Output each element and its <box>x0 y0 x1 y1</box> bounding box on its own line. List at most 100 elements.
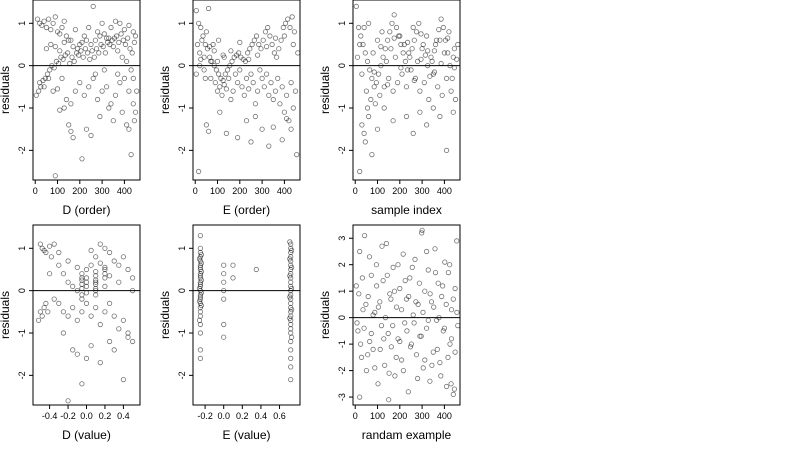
data-point <box>271 50 277 56</box>
data-point <box>68 128 74 134</box>
data-point <box>436 314 442 321</box>
data-point <box>419 46 425 52</box>
data-point <box>100 43 106 50</box>
data-point <box>50 20 56 26</box>
data-point <box>447 341 453 347</box>
plot-frame <box>352 224 461 406</box>
data-point <box>423 248 430 255</box>
data-point <box>92 71 99 77</box>
data-point <box>427 378 433 384</box>
data-point <box>363 301 369 307</box>
data-point <box>208 75 214 82</box>
data-point <box>127 46 133 52</box>
data-point <box>419 230 425 236</box>
y-tick-label: 0 <box>337 63 347 68</box>
data-point <box>418 333 424 339</box>
data-point <box>197 50 203 56</box>
data-point <box>368 330 374 337</box>
data-point <box>198 277 204 283</box>
data-point <box>132 33 139 39</box>
data-point <box>257 67 263 73</box>
data-point <box>281 109 287 115</box>
data-point <box>223 130 229 136</box>
data-point <box>79 296 85 302</box>
data-point <box>75 46 81 52</box>
data-point <box>50 88 56 94</box>
data-point <box>288 338 294 345</box>
data-point <box>372 309 378 315</box>
data-point <box>429 58 435 65</box>
data-point <box>104 35 110 41</box>
data-point <box>197 330 203 336</box>
data-point <box>375 71 382 77</box>
data-point <box>125 330 131 336</box>
data-point <box>455 322 461 329</box>
x-tick-label: 0 <box>353 411 358 421</box>
data-point <box>381 105 387 111</box>
data-point <box>445 35 451 41</box>
data-point <box>116 326 122 332</box>
data-point <box>406 293 412 300</box>
data-point <box>425 267 431 273</box>
data-point <box>126 22 132 28</box>
data-point <box>390 264 396 270</box>
data-point <box>52 14 58 20</box>
data-point <box>198 290 204 296</box>
data-point <box>57 107 63 113</box>
data-point <box>437 37 443 43</box>
data-point <box>430 349 436 355</box>
data-point <box>74 264 80 270</box>
data-point <box>61 39 67 46</box>
data-point <box>373 262 379 268</box>
data-point <box>110 118 116 124</box>
data-point <box>203 122 209 128</box>
data-point <box>116 39 122 46</box>
x-tick-label: 100 <box>370 186 385 196</box>
data-point <box>390 88 396 94</box>
data-point <box>236 50 242 56</box>
data-point <box>196 168 202 175</box>
y-tick-label: 0 <box>177 288 187 293</box>
x-tick-label: 200 <box>232 186 247 196</box>
data-point <box>398 307 405 313</box>
data-point <box>83 37 90 43</box>
data-point <box>101 67 107 73</box>
data-point <box>52 173 58 179</box>
x-tick-label: 400 <box>437 186 452 196</box>
data-point <box>97 359 103 366</box>
data-point <box>43 249 49 256</box>
data-point <box>111 258 117 264</box>
data-point <box>37 241 44 247</box>
data-point <box>414 375 421 382</box>
data-point <box>407 54 413 60</box>
data-point <box>93 285 99 292</box>
data-point <box>48 254 55 260</box>
data-point <box>370 50 376 56</box>
data-point <box>115 48 121 54</box>
data-point <box>394 80 401 86</box>
data-point <box>80 54 86 60</box>
data-point <box>97 260 103 266</box>
data-point <box>282 20 289 26</box>
y-tick-label: -2 <box>337 367 347 375</box>
data-point <box>363 367 369 374</box>
data-point <box>90 3 96 9</box>
data-point <box>102 266 108 273</box>
data-point <box>411 77 417 84</box>
data-point <box>420 309 426 315</box>
y-tick-label: 0 <box>337 315 347 320</box>
plot-frame <box>32 0 141 181</box>
data-point <box>448 336 455 342</box>
data-point <box>198 302 204 309</box>
data-point <box>268 80 274 86</box>
data-point <box>383 240 389 247</box>
data-point <box>398 41 404 48</box>
data-point <box>419 227 425 233</box>
data-point <box>196 256 203 262</box>
data-point <box>447 262 453 268</box>
data-point <box>97 113 103 120</box>
data-point <box>246 86 252 92</box>
y-tick-label: 3 <box>337 236 347 241</box>
data-point <box>107 338 113 345</box>
data-point <box>235 80 241 86</box>
